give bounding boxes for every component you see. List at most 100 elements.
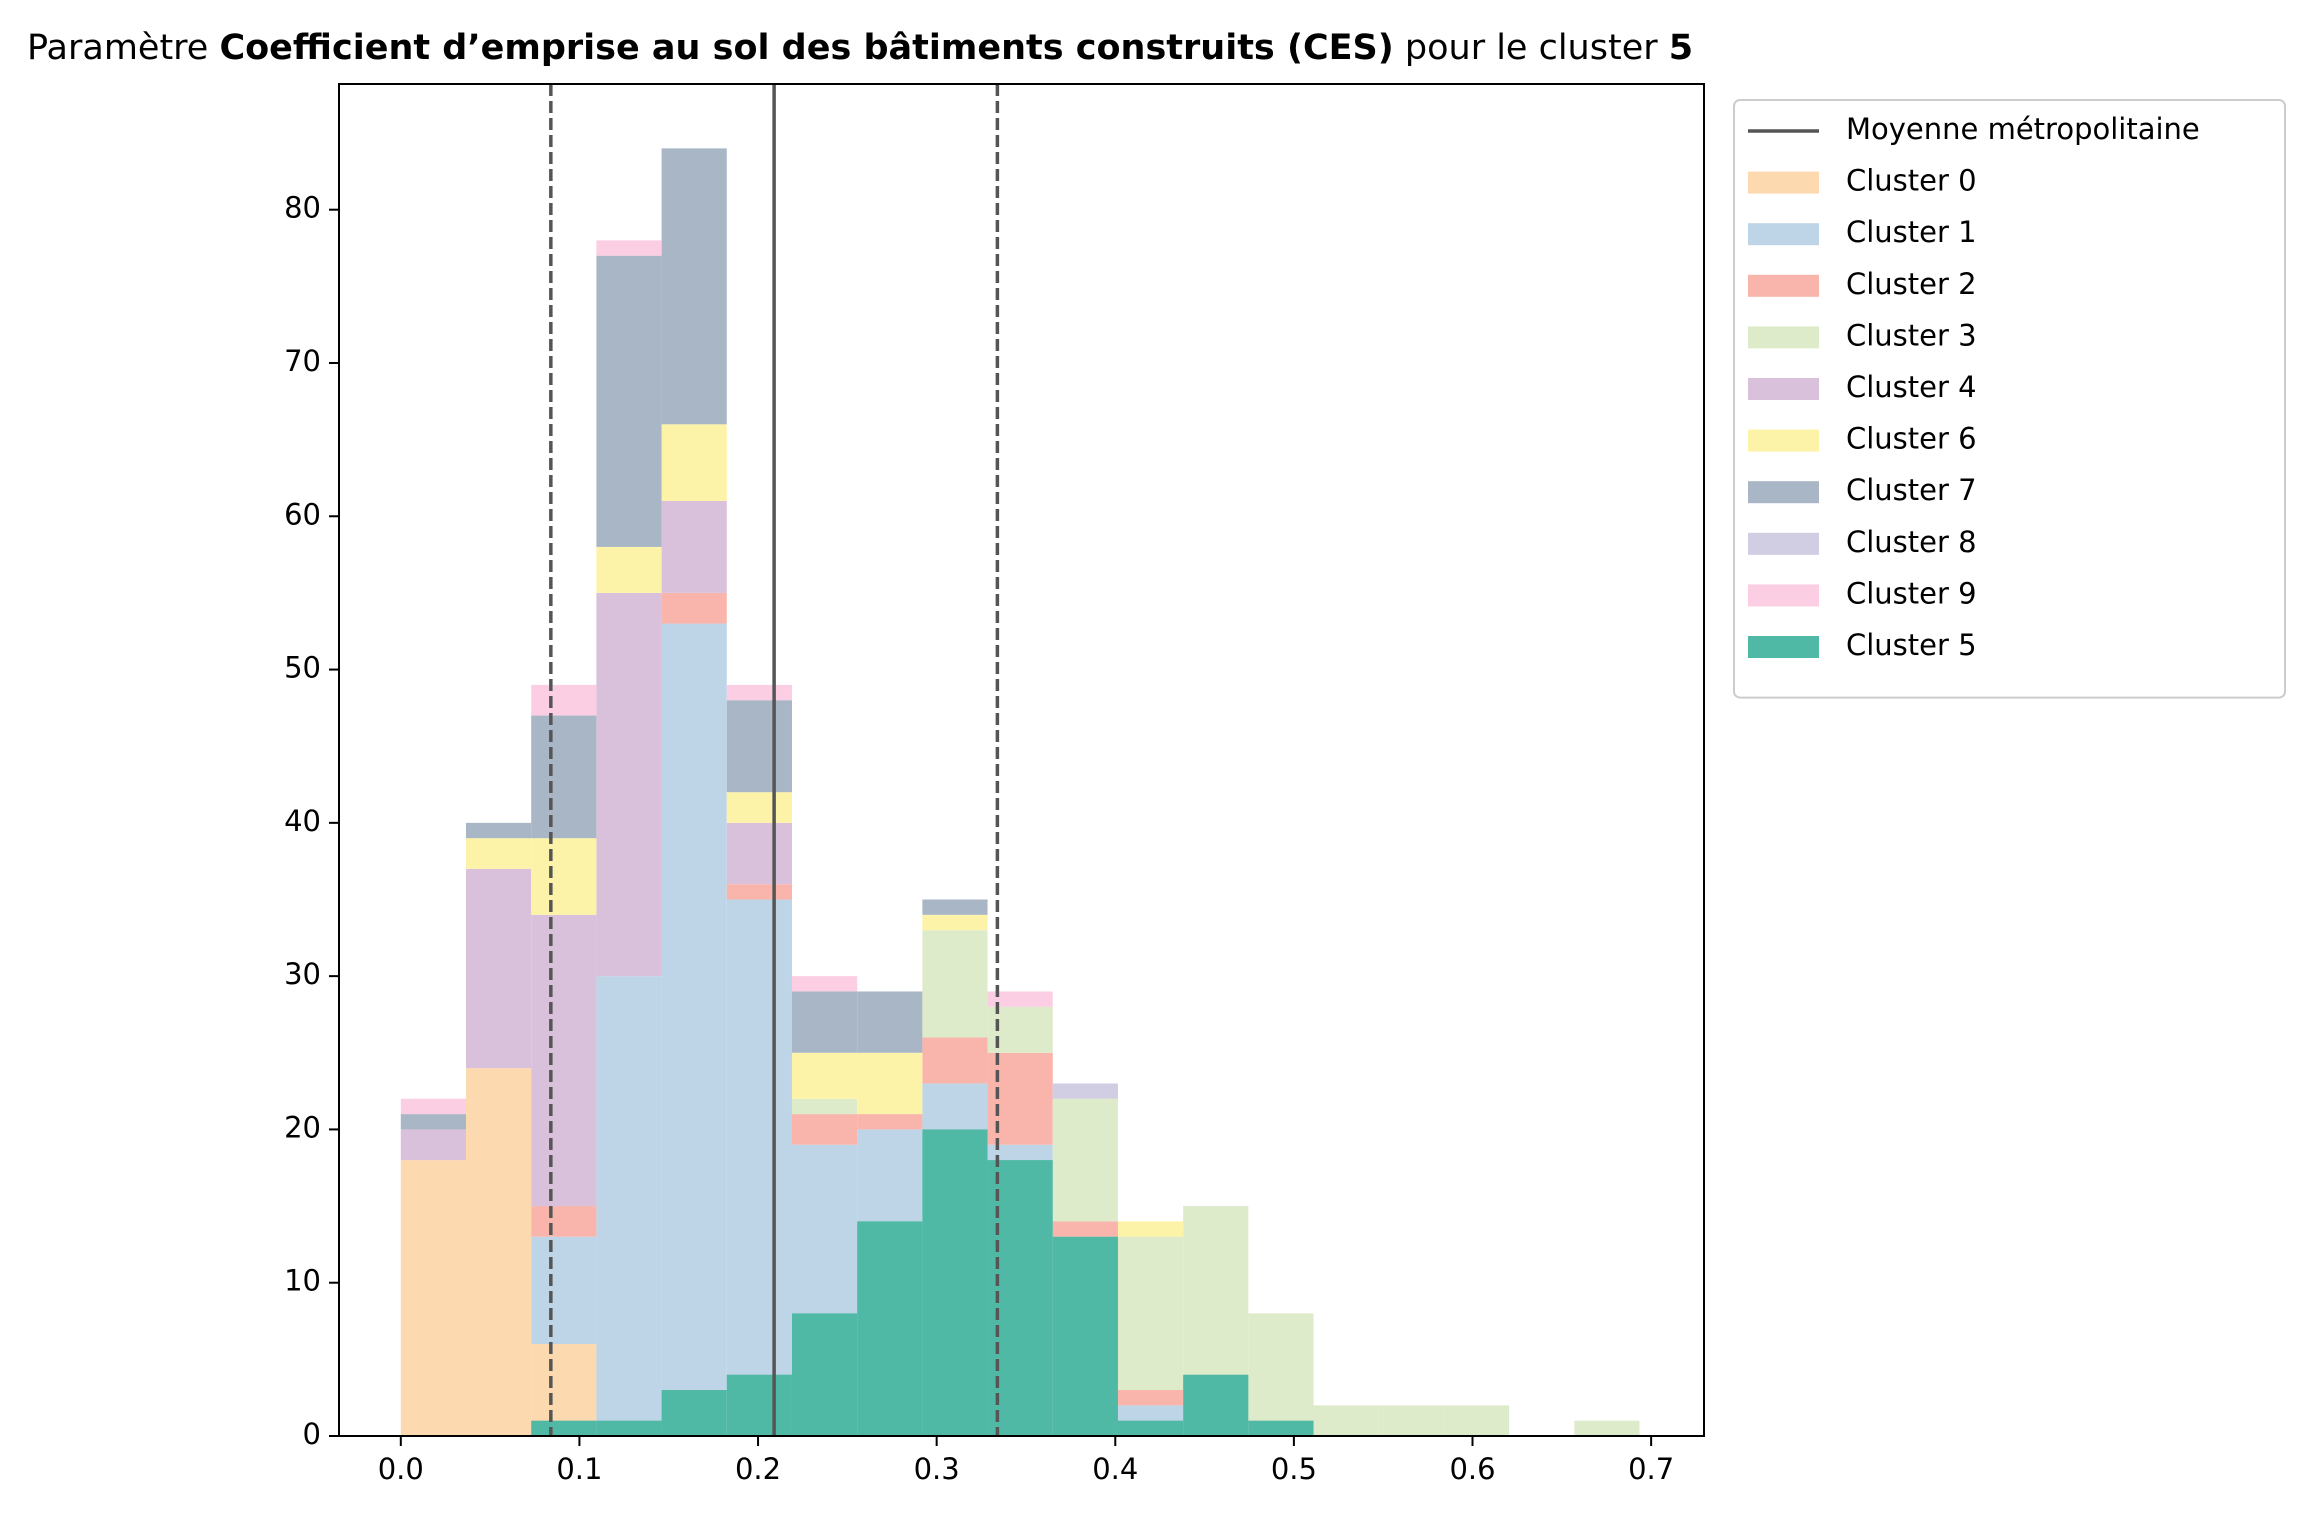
bar [465, 868, 532, 1069]
bar [857, 1114, 923, 1130]
legend-patch [1748, 326, 1819, 349]
bar [791, 1313, 858, 1436]
bar [922, 914, 988, 931]
legend-label: Moyenne métropolitaine [1846, 112, 2200, 146]
bar [596, 592, 662, 977]
bar [531, 838, 597, 915]
bar [1052, 1236, 1118, 1436]
legend-label: Cluster 5 [1846, 628, 1977, 662]
title-part: Paramètre [27, 28, 219, 68]
legend-patch [1748, 636, 1819, 658]
bar [922, 1037, 988, 1084]
chart-title: Paramètre Coefficient d’emprise au sol d… [27, 28, 1693, 68]
bar [661, 1390, 727, 1436]
legend-patch [1748, 481, 1819, 504]
bar [922, 899, 988, 915]
legend-label: Cluster 4 [1846, 370, 1977, 404]
bar [465, 838, 532, 869]
bar [661, 623, 727, 1436]
legend-label: Cluster 0 [1846, 164, 1977, 198]
legend-patch [1748, 223, 1819, 246]
x-tick-label: 0.2 [735, 1452, 781, 1486]
bar [1443, 1405, 1510, 1436]
bar [791, 1052, 858, 1099]
legend-patch [1748, 429, 1819, 452]
bar [987, 991, 1053, 1007]
x-tick-label: 0.4 [1092, 1452, 1138, 1486]
y-tick-label: 30 [284, 957, 321, 991]
bar [726, 684, 792, 701]
bar [596, 255, 662, 547]
bar [857, 991, 923, 1053]
bar [857, 1052, 923, 1115]
bar [726, 822, 792, 885]
bar [1248, 1420, 1314, 1436]
bar [726, 700, 792, 793]
bar [922, 1129, 988, 1436]
bar [791, 1098, 858, 1115]
bar [857, 1221, 923, 1436]
bar [726, 1374, 792, 1436]
legend-patch [1748, 274, 1819, 297]
y-tick-label: 20 [284, 1110, 321, 1144]
bar [596, 546, 662, 593]
y-tick-label: 60 [284, 497, 321, 531]
bar [791, 976, 858, 992]
x-tick-label: 0.5 [1271, 1452, 1317, 1486]
bar [661, 592, 727, 624]
bar [661, 148, 727, 425]
legend-label: Cluster 2 [1846, 267, 1977, 301]
bar [1117, 1390, 1184, 1406]
bar [922, 930, 988, 1038]
legend-label: Cluster 8 [1846, 525, 1977, 559]
bar [1052, 1221, 1118, 1237]
legend-box [1733, 99, 2286, 699]
y-tick-label: 10 [284, 1264, 321, 1298]
bar [400, 1129, 466, 1161]
y-tick-label: 70 [284, 344, 321, 378]
x-tick-label: 0.7 [1628, 1452, 1674, 1486]
bar [661, 424, 727, 501]
x-tick-label: 0.0 [378, 1452, 424, 1486]
bar [726, 792, 792, 823]
bar [791, 991, 858, 1053]
bar [1117, 1236, 1184, 1391]
bar [1117, 1221, 1184, 1237]
title-part: Coefficient d’emprise au sol des bâtimen… [219, 28, 1393, 68]
bar [596, 1420, 662, 1436]
bar [400, 1160, 466, 1436]
bar [1183, 1374, 1249, 1436]
bar [531, 914, 597, 1207]
bar [465, 1068, 532, 1436]
legend-patch [1748, 171, 1819, 194]
title-part: pour le cluster [1394, 28, 1669, 68]
legend-label: Cluster 9 [1846, 576, 1977, 610]
bar [465, 822, 532, 839]
bar [531, 684, 597, 716]
bar [1052, 1083, 1118, 1099]
y-tick-label: 80 [284, 191, 321, 225]
x-tick-label: 0.6 [1449, 1452, 1495, 1486]
legend-label: Cluster 6 [1846, 422, 1977, 456]
legend-patch [1748, 378, 1819, 400]
bar [661, 500, 727, 593]
legend-label: Cluster 7 [1846, 473, 1977, 507]
bar [400, 1114, 466, 1130]
legend-label: Cluster 1 [1846, 215, 1977, 249]
bar [596, 240, 662, 256]
bar [1574, 1420, 1640, 1436]
bar [791, 1114, 858, 1145]
y-tick-label: 40 [284, 804, 321, 838]
bar [531, 1420, 597, 1436]
y-tick-label: 0 [303, 1417, 321, 1451]
legend-patch [1748, 584, 1819, 607]
bar [1117, 1420, 1184, 1436]
x-tick-label: 0.3 [914, 1452, 960, 1486]
x-tick-label: 0.1 [556, 1452, 602, 1486]
bar [1313, 1405, 1379, 1436]
bar [726, 884, 792, 900]
bar [1052, 1098, 1118, 1222]
bar [531, 1236, 597, 1345]
y-tick-label: 50 [284, 651, 321, 685]
